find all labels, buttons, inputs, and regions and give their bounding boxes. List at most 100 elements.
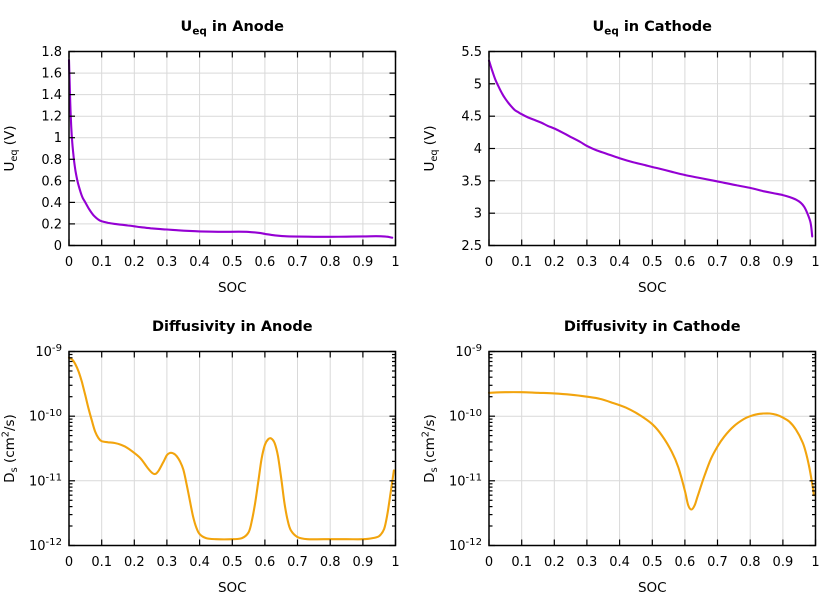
x-axis-label: SOC bbox=[218, 580, 247, 596]
y-tick-labels: 10-12 10-11 10-10 10-9 bbox=[29, 343, 62, 554]
x-tick-label: 0.8 bbox=[740, 255, 761, 270]
x-axis-label: SOC bbox=[638, 580, 667, 596]
x-tick-labels: 0 0.1 0.2 0.3 0.4 0.5 0.6 0.7 0.8 0.9 1 bbox=[65, 255, 400, 270]
data-curve bbox=[67, 356, 395, 541]
data-curve bbox=[487, 391, 815, 511]
y-tick-label: 1.2 bbox=[41, 110, 62, 125]
grid bbox=[488, 51, 816, 246]
y-tick-label: 10-11 bbox=[29, 472, 62, 489]
tick-marks bbox=[68, 50, 397, 247]
y-tick-label: 10-12 bbox=[449, 537, 482, 554]
y-tick-label: 1.4 bbox=[41, 88, 62, 103]
x-tick-label: 0.1 bbox=[91, 555, 112, 570]
y-tick-label: 10-12 bbox=[29, 537, 62, 554]
subplot-ueq-cathode: 0 0.1 0.2 0.3 0.4 0.5 0.6 0.7 0.8 0.9 1 2.5 3 3.5 4 4.5… bbox=[420, 0, 840, 300]
x-tick-label: 0.1 bbox=[91, 255, 112, 270]
x-tick-labels: 0 0.1 0.2 0.3 0.4 0.5 0.6 0.7 0.8 0.9 1 bbox=[65, 555, 400, 570]
y-axis-label: Ds (cm2/s) bbox=[1, 414, 21, 483]
x-tick-label: 0.8 bbox=[320, 255, 341, 270]
x-tick-label: 0.7 bbox=[287, 555, 308, 570]
chart-ueq-cathode: 0 0.1 0.2 0.3 0.4 0.5 0.6 0.7 0.8 0.9 1 2.5 3 3.5 4 4.5… bbox=[422, 19, 820, 296]
tick-marks bbox=[68, 350, 397, 547]
subplot-diffusivity-cathode: 0 0.1 0.2 0.3 0.4 0.5 0.6 0.7 0.8 0.9 1 10-12 10-11 1… bbox=[420, 300, 840, 600]
x-tick-label: 0.2 bbox=[124, 555, 145, 570]
x-tick-label: 0 bbox=[485, 255, 493, 270]
x-tick-label: 0.8 bbox=[740, 555, 761, 570]
x-tick-label: 0.3 bbox=[577, 555, 598, 570]
data-curve bbox=[67, 59, 394, 239]
y-axis-label: Ueq (V) bbox=[422, 125, 440, 171]
y-tick-labels: 2.5 3 3.5 4 4.5 5 5.5 bbox=[461, 45, 482, 254]
x-tick-label: 0.6 bbox=[675, 555, 696, 570]
x-tick-label: 0.2 bbox=[544, 555, 565, 570]
x-tick-label: 0 bbox=[65, 255, 73, 270]
grid bbox=[68, 51, 396, 246]
y-tick-label: 5.5 bbox=[461, 45, 482, 60]
x-tick-label: 0.7 bbox=[707, 555, 728, 570]
y-tick-label: 1 bbox=[54, 131, 62, 146]
x-tick-label: 0 bbox=[65, 555, 73, 570]
y-axis-label: Ds (cm2/s) bbox=[421, 414, 441, 483]
y-tick-label: 3 bbox=[474, 207, 482, 222]
subplot-ueq-anode: 0 0.1 0.2 0.3 0.4 0.5 0.6 0.7 0.8 0.9 1 0 0.2 0.4 0.6 0… bbox=[0, 0, 420, 300]
chart-diffusivity-anode: 0 0.1 0.2 0.3 0.4 0.5 0.6 0.7 0.8 0.9 110-1210-111… bbox=[1, 319, 400, 596]
x-tick-label: 1 bbox=[391, 255, 399, 270]
x-tick-label: 0.1 bbox=[511, 255, 532, 270]
x-tick-label: 0.3 bbox=[577, 255, 598, 270]
x-tick-label: 0.6 bbox=[255, 555, 276, 570]
tick-marks bbox=[488, 350, 817, 547]
x-tick-label: 1 bbox=[811, 255, 819, 270]
chart-ueq-anode: 0 0.1 0.2 0.3 0.4 0.5 0.6 0.7 0.8 0.9 100.20.40.60… bbox=[2, 19, 400, 296]
x-tick-label: 0.4 bbox=[609, 255, 630, 270]
x-tick-label: 0.1 bbox=[511, 555, 532, 570]
x-tick-label: 0.9 bbox=[773, 255, 794, 270]
y-tick-label: 3.5 bbox=[461, 174, 482, 189]
x-axis-label: SOC bbox=[218, 280, 247, 296]
x-tick-label: 1 bbox=[391, 555, 399, 570]
x-tick-label: 0.2 bbox=[544, 255, 565, 270]
plot-title: Diffusivity in Cathode bbox=[564, 319, 741, 335]
plot-title: Ueq in Anode bbox=[181, 19, 285, 37]
chart-diffusivity-cathode: 0 0.1 0.2 0.3 0.4 0.5 0.6 0.7 0.8 0.9 110-1210-111… bbox=[421, 319, 820, 596]
x-tick-label: 0.5 bbox=[642, 255, 663, 270]
x-tick-label: 0.3 bbox=[157, 555, 178, 570]
x-tick-label: 0.3 bbox=[157, 255, 178, 270]
x-tick-label: 0 bbox=[485, 555, 493, 570]
plot-title: Ueq in Cathode bbox=[592, 19, 712, 37]
data-curve bbox=[487, 59, 814, 238]
y-tick-labels: 10-12 10-11 10-10 10-9 bbox=[449, 343, 482, 554]
x-axis-label: SOC bbox=[638, 280, 667, 296]
y-tick-label: 0.8 bbox=[41, 153, 62, 168]
x-tick-label: 0.6 bbox=[675, 255, 696, 270]
x-tick-label: 0.5 bbox=[642, 555, 663, 570]
y-tick-label: 4 bbox=[474, 142, 482, 157]
y-tick-label: 0.4 bbox=[41, 196, 62, 211]
y-tick-label: 0.2 bbox=[41, 217, 62, 232]
y-tick-labels: 0 0.2 0.4 0.6 0.8 1 1.2 1.4 1.6 1.8 bbox=[41, 45, 62, 254]
tick-marks bbox=[488, 50, 817, 247]
grid bbox=[488, 351, 816, 546]
y-tick-label: 10-10 bbox=[29, 408, 62, 425]
y-tick-label: 10-9 bbox=[455, 343, 482, 360]
x-tick-labels: 0 0.1 0.2 0.3 0.4 0.5 0.6 0.7 0.8 0.9 1 bbox=[485, 255, 820, 270]
y-tick-label: 2.5 bbox=[461, 239, 482, 254]
x-tick-label: 0.5 bbox=[222, 255, 243, 270]
curve-group bbox=[67, 59, 394, 239]
x-tick-label: 0.4 bbox=[609, 555, 630, 570]
y-tick-label: 4.5 bbox=[461, 110, 482, 125]
y-tick-label: 0.6 bbox=[41, 174, 62, 189]
y-tick-label: 10-10 bbox=[449, 408, 482, 425]
x-tick-label: 0.9 bbox=[353, 255, 374, 270]
plot-title: Diffusivity in Anode bbox=[152, 319, 313, 335]
x-tick-label: 0.7 bbox=[287, 255, 308, 270]
y-tick-label: 5 bbox=[474, 77, 482, 92]
y-tick-label: 10-11 bbox=[449, 472, 482, 489]
curve-group bbox=[67, 356, 395, 541]
x-tick-labels: 0 0.1 0.2 0.3 0.4 0.5 0.6 0.7 0.8 0.9 1 bbox=[485, 555, 820, 570]
grid bbox=[68, 351, 396, 546]
y-tick-label: 1.8 bbox=[41, 45, 62, 60]
y-tick-label: 0 bbox=[54, 239, 62, 254]
curve-group bbox=[487, 391, 815, 511]
y-axis-label: Ueq (V) bbox=[2, 125, 20, 171]
